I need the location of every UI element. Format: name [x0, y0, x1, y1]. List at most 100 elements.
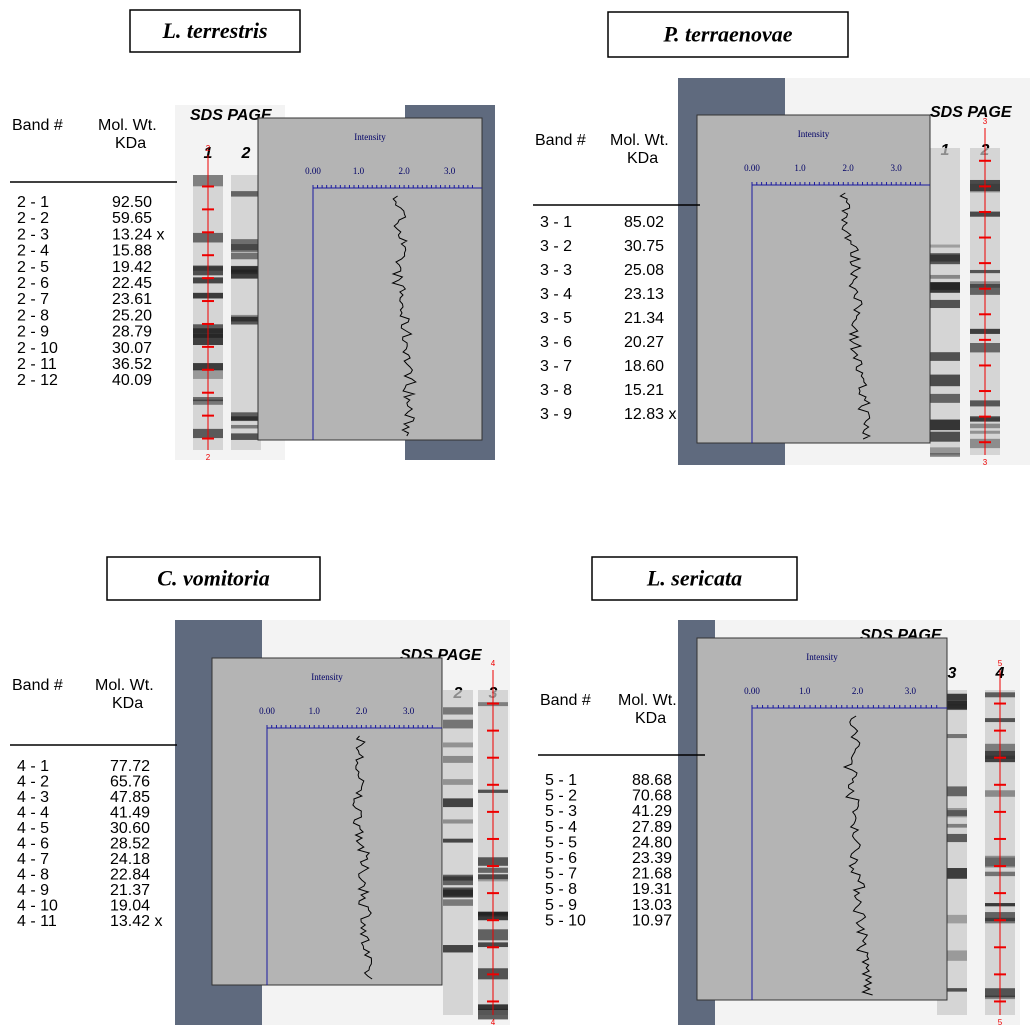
gel-band	[231, 316, 261, 325]
band-id: 2 - 6	[17, 275, 49, 292]
species-title: P. terraenovae	[662, 22, 792, 47]
gel-band	[937, 823, 967, 828]
band-id: 4 - 6	[17, 836, 49, 853]
lane-label: 3	[948, 665, 957, 682]
band-id: 3 - 7	[540, 358, 572, 375]
axis-tick-label: 1.0	[353, 166, 365, 176]
band-id: 3 - 5	[540, 310, 572, 327]
mol-wt: 47.85	[110, 789, 150, 806]
band-header: Band #	[12, 677, 63, 694]
mol-wt: 19.31	[632, 881, 672, 898]
unit-header: KDa	[112, 695, 143, 712]
species-title: L. terrestris	[161, 18, 267, 43]
band-id: 4 - 8	[17, 867, 49, 884]
gel-band	[231, 416, 261, 421]
marker-label: 5	[998, 1018, 1003, 1025]
band-id: 5 - 9	[545, 897, 577, 914]
gel-band	[937, 868, 967, 879]
band-header: Band #	[12, 117, 63, 134]
mol-wt: 36.52	[112, 356, 152, 373]
axis-tick-label: 0.00	[744, 163, 760, 173]
gel-band	[443, 742, 473, 748]
band-id: 2 - 4	[17, 243, 49, 260]
band-id: 3 - 2	[540, 238, 572, 255]
band-header: Band #	[540, 692, 591, 709]
marker-label: 4	[491, 659, 496, 668]
mol-wt: 19.42	[112, 259, 152, 276]
marker-label: 3	[983, 458, 988, 467]
gel-band	[443, 899, 473, 906]
band-id: 5 - 4	[545, 819, 577, 836]
gel-band	[443, 819, 473, 824]
mol-wt: 23.61	[112, 291, 152, 308]
axis-tick-label: 3.0	[891, 163, 903, 173]
gel-band	[443, 719, 473, 729]
mol-wt: 41.49	[110, 805, 150, 822]
mol-wt: 65.76	[110, 774, 150, 791]
mol-wt: 85.02	[624, 214, 664, 231]
plot-box	[696, 114, 931, 444]
gel-band	[231, 252, 261, 260]
mol-wt: 21.34	[624, 310, 664, 327]
mol-wt: 24.18	[110, 851, 150, 868]
lane-label: 1	[204, 145, 213, 162]
mol-wt: 30.60	[110, 820, 150, 837]
plot-box	[211, 657, 443, 986]
gel-band	[443, 755, 473, 763]
gel-band	[231, 433, 261, 440]
mol-wt: 21.37	[110, 882, 150, 899]
axis-tick-label: 2.0	[842, 163, 854, 173]
gel-band	[231, 265, 261, 273]
gel-band	[930, 431, 960, 442]
gel-band	[937, 833, 967, 843]
mol-wt: 30.07	[112, 340, 152, 357]
gel-band	[930, 374, 960, 387]
gel-band	[937, 810, 967, 816]
band-id: 3 - 4	[540, 286, 572, 303]
gel-band	[937, 693, 967, 701]
axis-tick-label: 3.0	[403, 706, 415, 716]
gel-band	[930, 419, 960, 431]
band-id: 2 - 5	[17, 259, 49, 276]
mol-wt: 13.42 x	[110, 913, 162, 930]
axis-tick-label: 0.00	[744, 686, 760, 696]
band-id: 2 - 1	[17, 194, 49, 211]
gel-band	[443, 798, 473, 808]
axis-tick-label: 2.0	[852, 686, 864, 696]
gel-band	[930, 274, 960, 279]
title-box	[106, 556, 321, 601]
mw-header: Mol. Wt.	[618, 692, 677, 709]
axis-tick-label: 1.0	[794, 163, 806, 173]
lane	[231, 175, 261, 450]
band-id: 5 - 7	[545, 866, 577, 883]
gel-band	[443, 838, 473, 843]
unit-header: KDa	[635, 710, 666, 727]
mol-wt: 28.79	[112, 324, 152, 341]
mol-wt: 13.24 x	[112, 226, 164, 243]
mw-header: Mol. Wt.	[95, 677, 154, 694]
gel-band	[930, 393, 960, 403]
mol-wt: 19.04	[110, 898, 150, 915]
gel-band	[930, 282, 960, 290]
plot-title: Intensity	[354, 132, 386, 142]
axis-tick-label: 3.0	[905, 686, 917, 696]
gel-band	[231, 244, 261, 253]
band-id: 4 - 9	[17, 882, 49, 899]
gel-band	[930, 447, 960, 454]
mol-wt: 12.83 x	[624, 406, 676, 423]
axis-tick-label: 0.00	[259, 706, 275, 716]
mol-wt: 23.39	[632, 850, 672, 867]
band-id: 4 - 7	[17, 851, 49, 868]
mol-wt: 77.72	[110, 758, 150, 775]
intensity-trace	[391, 195, 417, 437]
gel-title: SDS PAGE	[930, 104, 1013, 121]
lane	[443, 690, 473, 1015]
band-id: 2 - 7	[17, 291, 49, 308]
mol-wt: 15.21	[624, 382, 664, 399]
mw-header: Mol. Wt.	[610, 132, 669, 149]
mol-wt: 88.68	[632, 772, 672, 789]
intensity-trace	[842, 715, 873, 996]
